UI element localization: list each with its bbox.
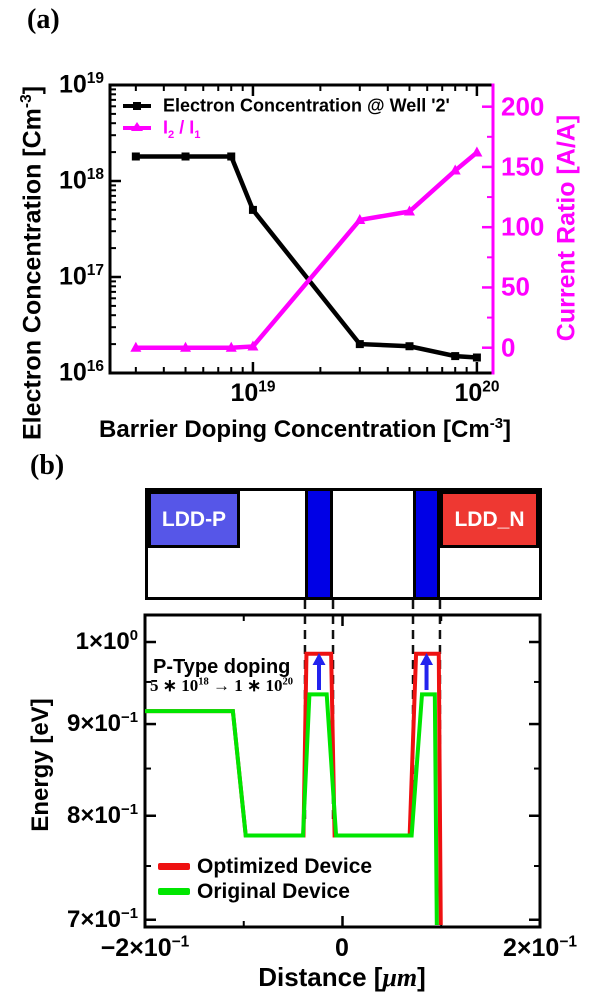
b-x-axis-label: Distance [μm] [258, 962, 426, 992]
b-legend-swatch-optimized [158, 863, 190, 870]
b-xtick-0: 0 [335, 934, 349, 962]
barrier-bar-1 [304, 491, 333, 597]
b-ytick-7e-1: 7×10−1 [66, 906, 138, 933]
b-legend-swatch-original [158, 888, 190, 895]
a-legend-triangle-marker [131, 122, 143, 131]
b-legend-label-optimized: Optimized Device [197, 855, 373, 878]
a-xtick-1e20: 1020 [454, 378, 500, 407]
a-rtick-100: 100 [501, 211, 545, 242]
a-rtick-50: 50 [501, 271, 530, 302]
ldd-p-region: LDD-P [148, 491, 240, 548]
a-x-axis-label: Barrier Doping Concentration [Cm-3] [99, 416, 511, 443]
b-annotation-doping-change: 5 ∗ 1018 → 1 ∗ 1020 [150, 676, 294, 695]
a-ytick-1e18: 1018 [58, 166, 104, 195]
a-rtick-150: 150 [501, 151, 545, 182]
b-ytick-9e-1: 9×10−1 [66, 710, 138, 737]
a-ytick-1e19: 1019 [58, 70, 104, 99]
b-y-axis-label: Energy [eV] [27, 698, 54, 832]
a-legend-label-ratio: I2 / I1 [163, 117, 201, 142]
b-ytick-8e-1: 8×10−1 [66, 802, 138, 829]
a-y-left-axis-label: Electron Concentration [Cm-3] [18, 85, 47, 441]
ldd-n-region: LDD_N [440, 491, 539, 548]
b-annotation-title: P-Type doping [153, 656, 291, 678]
barrier-bar-2 [413, 491, 440, 597]
a-legend-square-marker [133, 102, 141, 110]
a-rtick-0: 0 [501, 332, 516, 363]
device-schematic: LDD-P LDD_N [145, 488, 542, 600]
b-legend-label-original: Original Device [197, 880, 350, 903]
a-ytick-1e17: 1017 [58, 262, 104, 291]
a-rtick-200: 200 [501, 91, 545, 122]
b-ytick-1e0: 1×100 [75, 628, 138, 655]
a-ytick-1e16: 1016 [58, 358, 104, 387]
b-xtick-2e-1: 2×10−1 [503, 933, 577, 962]
panel-a-tag: (a) [27, 4, 60, 35]
b-xtick-neg2e-1: −2×10−1 [100, 933, 190, 962]
a-xtick-1e19: 1019 [230, 378, 276, 407]
a-y-right-axis-label: Current Ratio [A/A] [552, 114, 581, 342]
panel-b-tag: (b) [30, 450, 65, 481]
a-legend-label-electron: Electron Concentration @ Well '2' [163, 95, 450, 116]
